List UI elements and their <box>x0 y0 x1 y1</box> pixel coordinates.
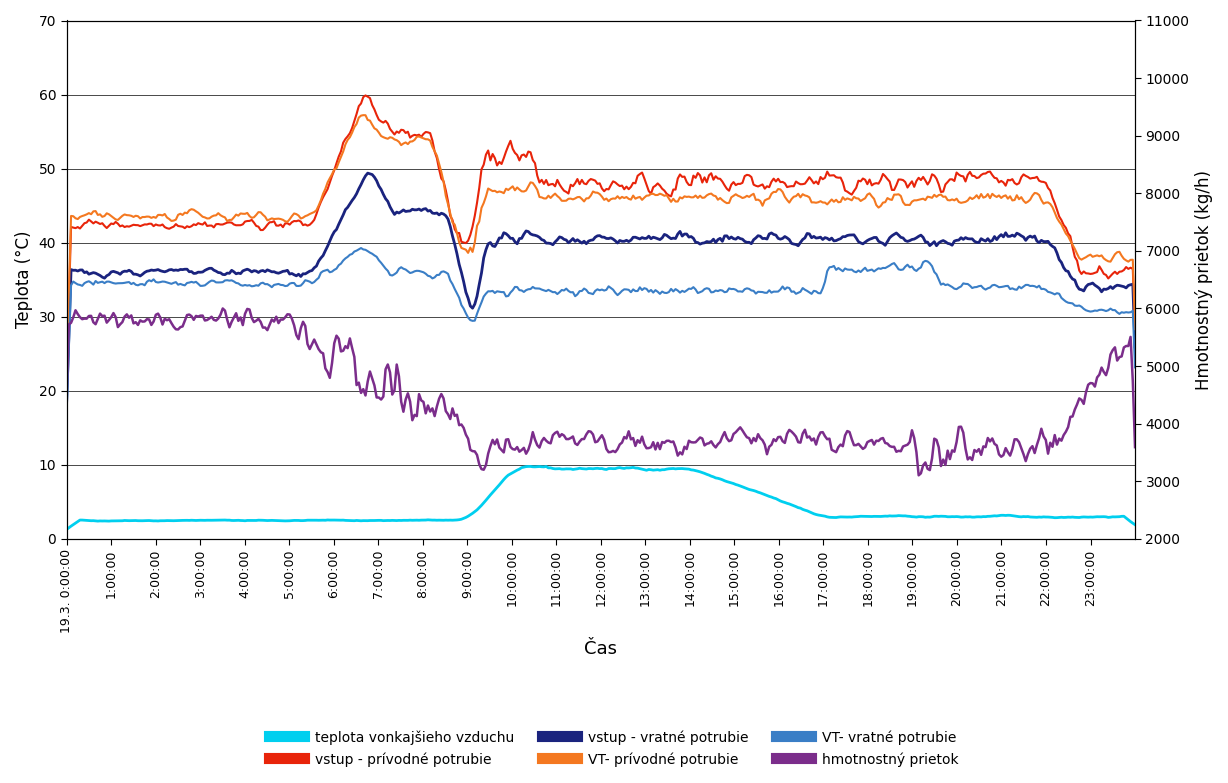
Y-axis label: Hmotnostný prietok (kg/h): Hmotnostný prietok (kg/h) <box>1195 170 1213 390</box>
X-axis label: Čas: Čas <box>585 640 618 659</box>
Legend: teplota vonkajšieho vzduchu, vstup - prívodné potrubie, vstup - vratné potrubie,: teplota vonkajšieho vzduchu, vstup - prí… <box>264 724 964 772</box>
Y-axis label: Teplota (°C): Teplota (°C) <box>15 231 33 328</box>
